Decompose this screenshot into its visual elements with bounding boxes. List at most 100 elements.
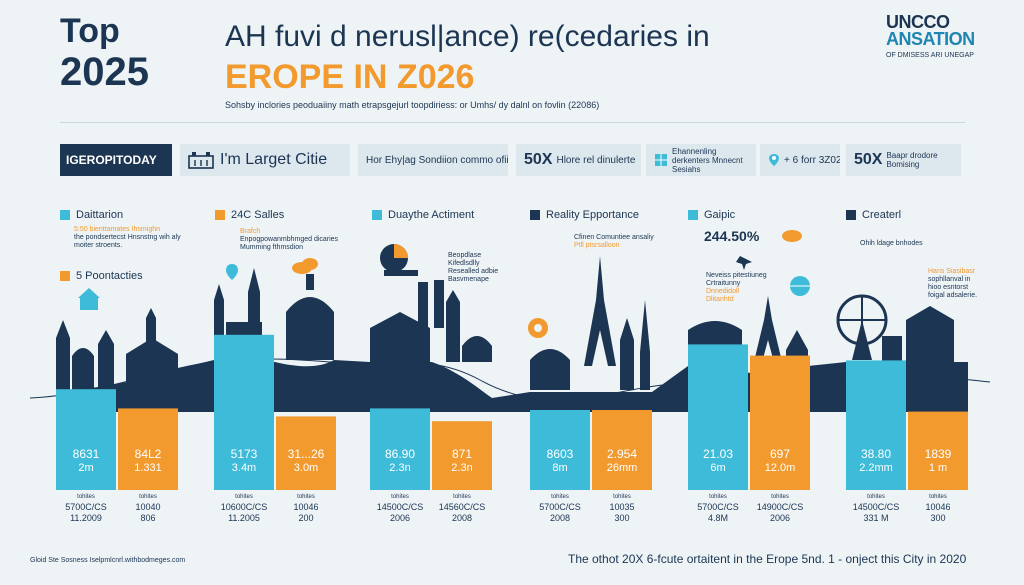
bar-value-label: 2m: [78, 462, 93, 474]
bar-value-label: 3.4m: [232, 462, 256, 474]
pin-icon: [769, 154, 779, 166]
baseline-label: 10600C/CS: [221, 502, 268, 512]
skyline-3-icon: [370, 270, 492, 362]
legend-swatch: [530, 210, 540, 220]
bar-1-2: [214, 334, 274, 490]
skyline-6-icon: [836, 294, 954, 368]
bar-value-label: 6m: [710, 462, 725, 474]
bar-1-6: [846, 360, 906, 490]
bar-value-label: 5173: [231, 447, 258, 461]
note-4: + 6 forr 3Z02s: [784, 154, 840, 166]
logo-subtext: OF DMISESS ARI UNEGAP: [886, 52, 974, 59]
category-3-note-4: Basvmenape: [448, 276, 489, 283]
baseline-caption: tohites: [235, 494, 253, 500]
footer-caption: The othot 20X 6-fcute ortaitent in the E…: [568, 552, 967, 566]
category-5-note-1: Neveiss pitestiuneg: [706, 272, 767, 279]
legend-swatch: [60, 271, 70, 281]
category-1-note-1: 5:50 bienttamates Ihsmighn: [74, 226, 160, 233]
category-2-text: 24C Salles: [231, 209, 285, 221]
bar-value-label: 1839: [925, 447, 952, 461]
category-label-3: Duaythe Actiment: [372, 207, 474, 223]
bar-value-label: 3.0m: [294, 462, 318, 474]
note-strip-4: + 6 forr 3Z02s: [760, 144, 840, 176]
bar-value-label: 86.90: [385, 447, 415, 461]
category-1-note-2: the pondsertecst Hnsnstng wih aly: [74, 234, 181, 241]
category-label-2: 24C Salles: [215, 207, 284, 223]
baseline-label: 200: [298, 513, 313, 523]
baseline-caption: tohites: [867, 494, 885, 500]
bar-value-label: 8631: [73, 447, 100, 461]
category-2-note-1: Brafch: [240, 228, 261, 235]
category-3-note-3: Resealled adbie: [448, 268, 499, 275]
baseline-label: 2008: [452, 513, 472, 523]
landscape-line: [29, 358, 991, 401]
logo-line-2: ANSATION: [886, 29, 975, 49]
baseline-label: 14900C/CS: [757, 502, 804, 512]
bar-value-label: 84L2: [135, 447, 162, 461]
baseline-label: 10046: [293, 502, 318, 512]
bar-value-label: 1.331: [134, 462, 162, 474]
brand-strip: IGEROPITODAY: [60, 144, 172, 176]
category-6-text: Createrl: [862, 209, 902, 221]
bar-value-label: 26mm: [607, 462, 638, 474]
baseline-label: 2008: [550, 513, 570, 523]
category-1-extra-text: 5 Poontacties: [76, 270, 143, 282]
bar-1-3: [370, 408, 430, 490]
category-1-note-3: moiter stroents.: [74, 242, 123, 249]
bar-label-group: 86312m84L21.33151733.4m31...263.0m86.902…: [73, 447, 952, 474]
decor-icons: [78, 230, 810, 338]
category-1-text: Daittarion: [76, 209, 124, 221]
baseline-label-group: tohites5700C/CS11.2009tohites10040806toh…: [65, 494, 950, 523]
category-5-note-3: Dnnedidoll: [706, 288, 740, 295]
stat-value-1: 50X: [524, 151, 553, 168]
gear-icon: [528, 318, 548, 338]
bar-2-2: [276, 416, 336, 490]
category-6-note-1: Ohih ldage bnhodes: [860, 240, 923, 247]
baseline-label: 331 M: [863, 513, 888, 523]
footer-source: Gloid Ste Sosness Iselpmlcnrl.withbodmeg…: [30, 557, 186, 564]
baseline-label: 10040: [135, 502, 160, 512]
stat-strip-1: 50X Hlore rel dinulerte: [516, 144, 641, 176]
baseline-caption: tohites: [551, 494, 569, 500]
category-2-note-3: Mumming fthmsdion: [240, 244, 304, 251]
header-divider: [60, 122, 965, 123]
target-strip: I'm Larget Citie: [180, 144, 350, 176]
category-4-note-1: Cfinen Comuntiee ansaliy: [574, 234, 654, 241]
legend-swatch: [60, 210, 70, 220]
baseline-label: 5700C/CS: [697, 502, 739, 512]
note-strip-3: Ehannenling derkenters Mnnecnt Sesiahs: [646, 144, 756, 176]
category-1-extra: 5 Poontacties: [60, 268, 143, 284]
category-label-1: Daittarion: [60, 207, 123, 223]
baseline-label: 10035: [609, 502, 634, 512]
top-year: 2025: [60, 50, 149, 94]
baseline-caption: tohites: [771, 494, 789, 500]
baseline-label: 4.8M: [708, 513, 728, 523]
logo-line-1: UNCCO: [886, 12, 950, 32]
bar-value-label: 2.3n: [389, 462, 410, 474]
note-3: Ehannenling derkenters Mnnecnt Sesiahs: [672, 146, 743, 174]
category-5-text: Gaipic: [704, 209, 736, 221]
bar-value-label: 2.2mm: [859, 462, 893, 474]
city-skylines: [56, 256, 954, 390]
bar-value-label: 1 m: [929, 462, 947, 474]
page-title: AH fuvi d nerusl|ance) re(cedaries in: [225, 20, 710, 53]
category-6-side-note-1: Hans Siasibasr: [928, 268, 976, 275]
bar-value-label: 2.954: [607, 447, 637, 461]
grid-icon: [655, 154, 667, 166]
bar-value-label: 21.03: [703, 447, 733, 461]
category-label-6: Createrl: [846, 207, 901, 223]
category-3-text: Duaythe Actiment: [388, 209, 475, 221]
bar-value-label: 697: [770, 447, 790, 461]
logo: UNCCO ANSATION OF DMISESS ARI UNEGAP: [886, 12, 996, 60]
category-5-note-4: Dlitanhtd: [706, 296, 734, 303]
baseline-label: 2006: [390, 513, 410, 523]
baseline-caption: tohites: [613, 494, 631, 500]
baseline-label: 11.2009: [70, 513, 102, 523]
baseline-caption: tohites: [297, 494, 315, 500]
bar-value-label: 871: [452, 447, 472, 461]
baseline-label: 300: [930, 513, 945, 523]
bar-2-1: [118, 408, 178, 490]
note-1: Hor Ehy|ag Sondiion commo ofiiate: [366, 154, 508, 166]
house-pin-icon: [78, 288, 100, 310]
bar-value-label: 8603: [547, 447, 574, 461]
